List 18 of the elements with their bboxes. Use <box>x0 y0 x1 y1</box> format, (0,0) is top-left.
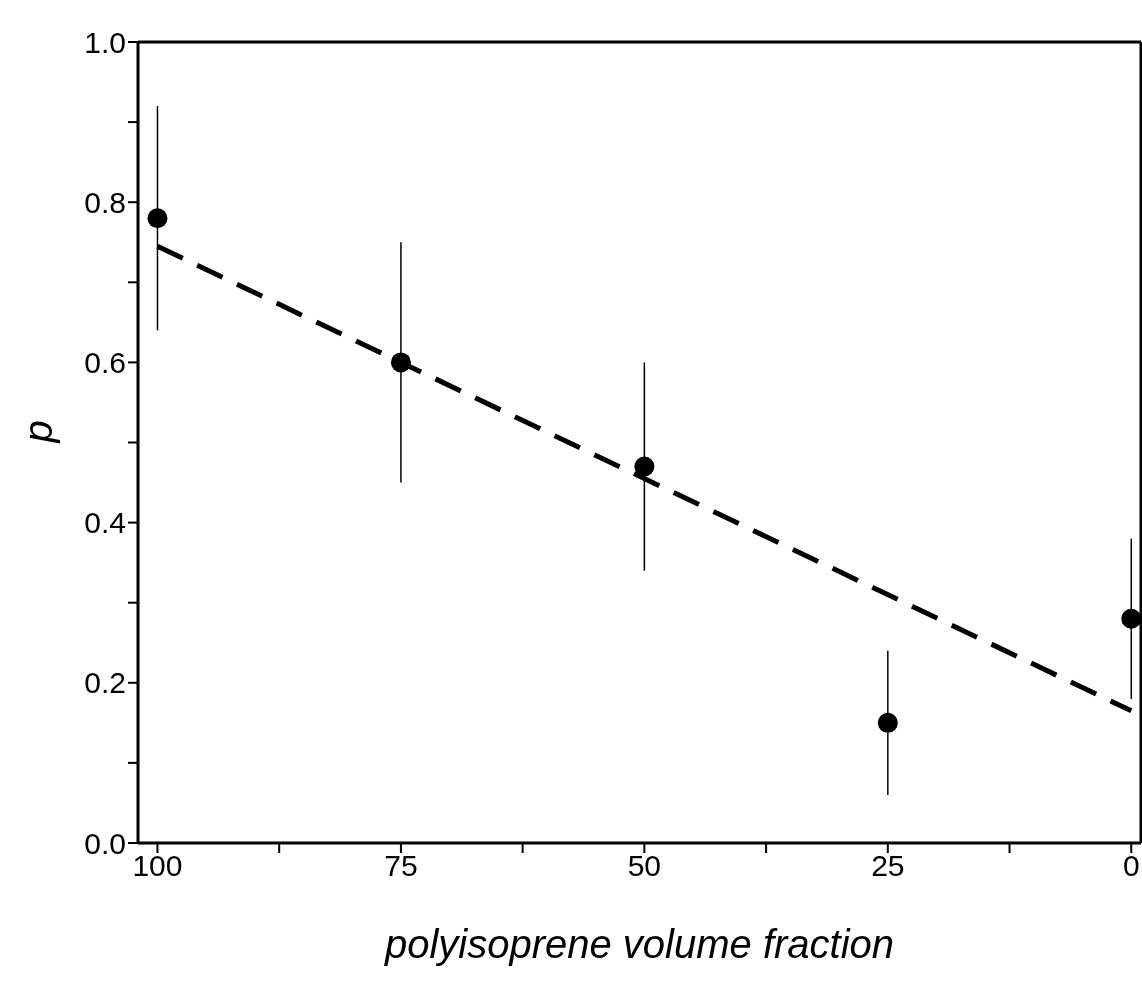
x-tick-label: 50 <box>627 849 662 883</box>
x-tick-label: 75 <box>384 849 418 883</box>
point <box>1121 608 1141 629</box>
x-tick-label: 0 <box>1122 849 1140 883</box>
y-axis-title: p <box>16 420 61 444</box>
y-tick-label: 1.0 <box>84 25 126 59</box>
x-tick-label: 25 <box>871 849 905 883</box>
x-tick-label: 100 <box>132 849 183 883</box>
x-axis-title: polyisoprene volume fraction <box>383 922 895 966</box>
point <box>147 208 168 229</box>
y-tick-label: 0.6 <box>84 346 126 380</box>
y-tick-label: 0.4 <box>84 506 126 540</box>
y-tick-label: 0.8 <box>84 185 126 219</box>
y-tick-label: 0.2 <box>84 666 126 700</box>
y-tick-label: 0.0 <box>84 826 126 860</box>
point <box>877 712 898 733</box>
point <box>390 352 411 373</box>
point <box>634 456 655 477</box>
